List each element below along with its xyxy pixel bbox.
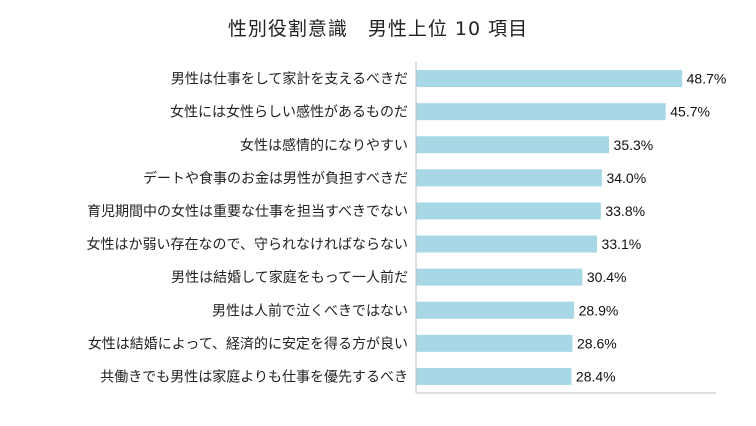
data-label: 34.0% xyxy=(606,170,646,186)
category-label: 共働きでも男性は家庭よりも仕事を優先するべき xyxy=(100,368,408,385)
data-label: 28.6% xyxy=(577,335,617,351)
category-label: 男性は結婚して家庭をもって一人前だ xyxy=(171,269,408,286)
category-label: 男性は人前で泣くべきではない xyxy=(212,302,408,319)
data-label: 48.7% xyxy=(687,71,727,87)
category-label: 男性は仕事をして家計を支えるべきだ xyxy=(171,71,408,88)
bar xyxy=(416,367,572,385)
bar xyxy=(416,334,573,352)
category-label: 女性は結婚によって、経済的に安定を得る方が良い xyxy=(88,335,408,352)
data-label: 33.1% xyxy=(602,236,642,252)
data-label: 28.9% xyxy=(579,302,619,318)
data-label: 33.8% xyxy=(605,203,645,219)
bar xyxy=(416,70,683,88)
data-label: 28.4% xyxy=(576,368,616,384)
data-label: 35.3% xyxy=(614,137,654,153)
bar xyxy=(416,169,602,187)
category-label: 女性には女性らしい感性があるものだ xyxy=(170,104,408,121)
chart-title: 性別役割意識 男性上位 10 項目 xyxy=(227,18,529,40)
data-label: 45.7% xyxy=(670,104,710,120)
category-label: デートや食事のお金は男性が負担すべきだ xyxy=(143,170,408,187)
category-label: 女性はか弱い存在なので、守られなければならない xyxy=(87,236,408,253)
category-label: 女性は感情的になりやすい xyxy=(240,137,408,154)
bar xyxy=(416,136,610,154)
bar xyxy=(416,202,601,220)
bar xyxy=(416,268,583,286)
data-label: 30.4% xyxy=(587,269,627,285)
bar xyxy=(416,235,598,253)
bar xyxy=(416,301,575,319)
category-label: 育児期間中の女性は重要な仕事を担当すべきでない xyxy=(87,203,408,220)
bar xyxy=(416,103,666,121)
